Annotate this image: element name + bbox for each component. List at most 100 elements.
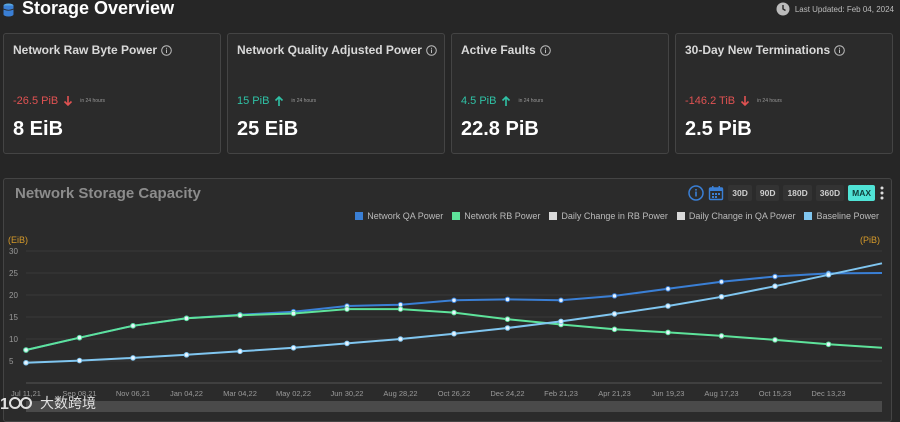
data-point — [397, 336, 404, 342]
data-point — [183, 315, 190, 322]
legend-item-baseline[interactable]: Baseline Power — [804, 211, 879, 221]
range-scrollbar — [26, 401, 882, 412]
data-point — [130, 323, 136, 329]
card-title: 30-Day New Terminations — [685, 43, 831, 57]
delta-value: 15 PiB — [237, 95, 270, 107]
chart-controls: 30D 90D 180D 360D MAX — [688, 185, 885, 201]
x-tick-label: Jun 19,23 — [652, 389, 685, 398]
card-value: 22.8 PiB — [461, 118, 539, 140]
y-tick-label: 5 — [9, 357, 14, 366]
data-point — [237, 312, 243, 319]
card-title: Network Quality Adjusted Power — [237, 43, 422, 57]
data-point — [183, 352, 190, 358]
data-point — [718, 293, 725, 300]
x-tick-label: Aug 17,23 — [704, 389, 738, 398]
network-storage-chart: Network Storage Capacity 30D 90D 180D 36… — [3, 178, 892, 422]
x-tick-label: May 02,22 — [276, 389, 311, 398]
page-title: Storage Overview — [22, 0, 175, 18]
last-updated: Last Updated: Feb 04, 2024 — [776, 2, 894, 16]
card-new-terminations: 30-Day New Terminations -146.2 TiB in 24… — [675, 33, 893, 154]
data-point — [504, 316, 511, 322]
info-icon[interactable] — [539, 44, 551, 56]
delta-value: -26.5 PiB — [13, 95, 59, 107]
calendar-icon[interactable] — [708, 185, 724, 201]
clock-icon — [776, 2, 790, 16]
x-tick-label: Jun 30,22 — [331, 389, 364, 398]
legend-item-qa-power[interactable]: Network QA Power — [355, 211, 443, 221]
delta-value: 4.5 PiB — [461, 95, 497, 107]
data-point — [825, 271, 832, 278]
data-point — [76, 357, 83, 364]
x-tick-label: Nov 06,21 — [116, 389, 150, 398]
data-point — [237, 348, 243, 355]
data-point — [130, 355, 136, 361]
svg-text:1: 1 — [0, 396, 9, 413]
chart-plot: 5 10 15 20 25 30 Jul 11,21 Sep 08,21 Nov 06,21 Ja… — [9, 247, 883, 412]
arrow-down-icon — [741, 96, 750, 107]
right-axis-unit: (PiB) — [860, 235, 880, 245]
chart-title: Network Storage Capacity — [15, 185, 201, 202]
data-point — [825, 341, 832, 348]
y-tick-label: 15 — [9, 313, 18, 322]
range-360d-button[interactable]: 360D — [815, 185, 845, 201]
last-updated-text: Last Updated: Feb 04, 2024 — [794, 4, 894, 14]
data-point — [23, 359, 29, 366]
info-icon[interactable] — [834, 44, 845, 56]
x-tick-label: Dec 13,23 — [811, 389, 845, 398]
data-point — [611, 293, 618, 299]
data-point — [76, 334, 83, 341]
x-tick-label: Oct 26,22 — [438, 389, 471, 398]
card-title: Active Faults — [461, 43, 536, 57]
info-icon[interactable] — [161, 44, 172, 56]
range-90d-button[interactable]: 90D — [755, 185, 780, 201]
delta-sub: in 24 hours — [757, 98, 782, 104]
data-point — [290, 310, 297, 317]
data-point — [772, 337, 778, 343]
x-tick-label: Feb 21,23 — [544, 389, 578, 398]
header: Storage Overview Last Updated: Feb 04, 2… — [0, 0, 900, 24]
y-tick-label: 20 — [9, 291, 18, 300]
delta-sub: in 24 hours — [291, 98, 317, 104]
range-max-button[interactable]: MAX — [848, 185, 875, 201]
watermark-text: 大数跨境 — [40, 395, 96, 411]
y-tick-label: 10 — [9, 335, 18, 344]
data-point — [772, 273, 778, 280]
data-point — [665, 329, 671, 336]
legend-label: Daily Change in RB Power — [561, 211, 668, 221]
range-180d-button[interactable]: 180D — [783, 185, 812, 201]
watermark: 1 大数跨境 — [0, 392, 96, 414]
x-tick-label: Sep 08,21 — [62, 389, 96, 398]
data-point — [558, 318, 564, 325]
info-icon[interactable] — [688, 185, 705, 201]
info-icon[interactable] — [426, 44, 437, 56]
legend-label: Baseline Power — [816, 211, 879, 221]
y-tick-label: 25 — [9, 269, 18, 278]
delta-sub: in 24 hours — [518, 98, 544, 104]
range-30d-button[interactable]: 30D — [728, 185, 752, 201]
legend-item-daily-rb[interactable]: Daily Change in RB Power — [549, 211, 668, 221]
data-point — [344, 306, 350, 312]
x-tick-label: Dec 24,22 — [490, 389, 524, 398]
card-title: Network Raw Byte Power — [13, 43, 158, 57]
arrow-up-icon — [275, 95, 284, 106]
data-point — [23, 347, 29, 353]
x-tick-label: Mar 04,22 — [223, 389, 257, 398]
x-tick-label: Jul 11,21 — [11, 389, 41, 398]
data-point — [451, 297, 457, 304]
data-point — [718, 279, 725, 285]
data-point — [344, 340, 350, 347]
legend-item-rb-power[interactable]: Network RB Power — [452, 211, 540, 221]
card-value: 8 EiB — [13, 118, 64, 140]
data-point — [665, 303, 671, 309]
delta-sub: in 24 hours — [80, 98, 105, 104]
x-tick-label: Oct 15,23 — [759, 389, 792, 398]
data-point — [504, 325, 511, 331]
data-point — [665, 286, 671, 292]
card-raw-byte-power: Network Raw Byte Power -26.5 PiB in 24 h… — [3, 33, 221, 154]
delta-value: -146.2 TiB — [685, 95, 736, 107]
legend-item-daily-qa[interactable]: Daily Change in QA Power — [676, 211, 795, 221]
arrow-up-icon — [502, 95, 511, 106]
data-point — [611, 326, 618, 333]
more-options-icon[interactable] — [879, 185, 885, 201]
x-tick-label: Jan 04,22 — [170, 389, 203, 398]
